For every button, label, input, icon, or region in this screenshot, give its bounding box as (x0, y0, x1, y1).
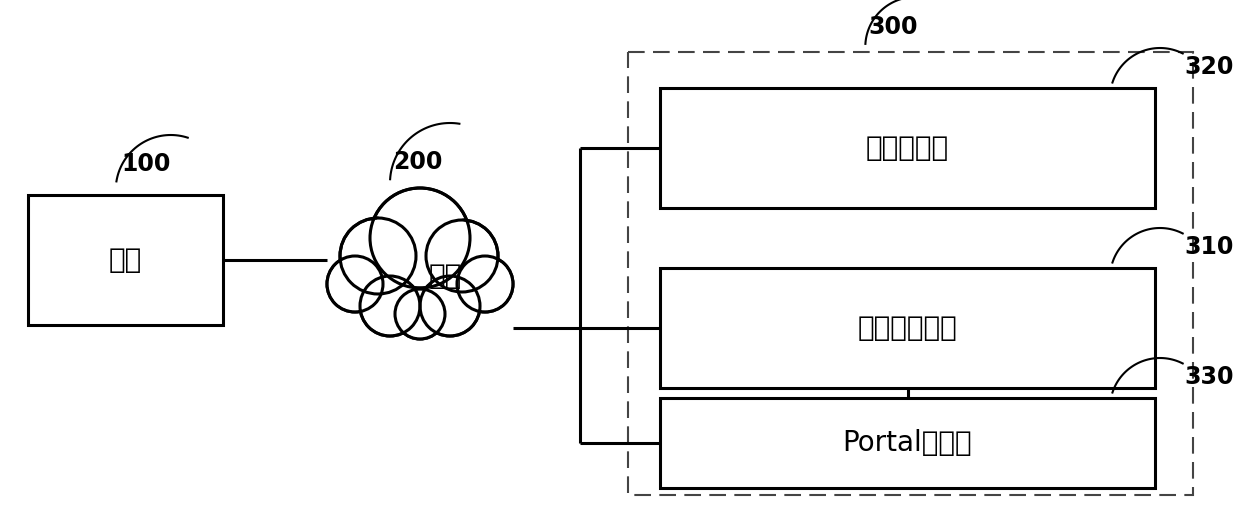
Circle shape (397, 291, 443, 337)
Bar (660, 268, 1154, 388)
Text: 终端: 终端 (109, 246, 143, 274)
Circle shape (458, 256, 513, 312)
Text: 100: 100 (122, 152, 171, 177)
Circle shape (362, 278, 418, 334)
Circle shape (427, 220, 498, 292)
Text: 网络: 网络 (428, 262, 461, 290)
Text: Portal服务器: Portal服务器 (843, 429, 972, 457)
Circle shape (340, 218, 415, 294)
Circle shape (327, 256, 383, 312)
Circle shape (459, 258, 511, 310)
Bar (627, 52, 1193, 495)
Circle shape (330, 258, 381, 310)
Circle shape (343, 221, 413, 291)
Text: 200: 200 (393, 150, 443, 174)
Circle shape (396, 289, 445, 339)
Circle shape (429, 223, 495, 289)
Circle shape (420, 276, 480, 336)
Text: 310: 310 (1184, 236, 1234, 260)
Circle shape (370, 188, 470, 288)
Circle shape (423, 278, 477, 334)
Bar (660, 88, 1154, 208)
Circle shape (360, 276, 420, 336)
Text: 300: 300 (868, 15, 918, 39)
Text: 代理服务器: 代理服务器 (866, 134, 949, 162)
Bar (29, 195, 223, 325)
Circle shape (374, 192, 466, 284)
Text: 320: 320 (1184, 55, 1234, 79)
Text: 网络接入设备: 网络接入设备 (858, 314, 957, 342)
Text: 330: 330 (1184, 365, 1234, 389)
Bar (660, 398, 1154, 488)
